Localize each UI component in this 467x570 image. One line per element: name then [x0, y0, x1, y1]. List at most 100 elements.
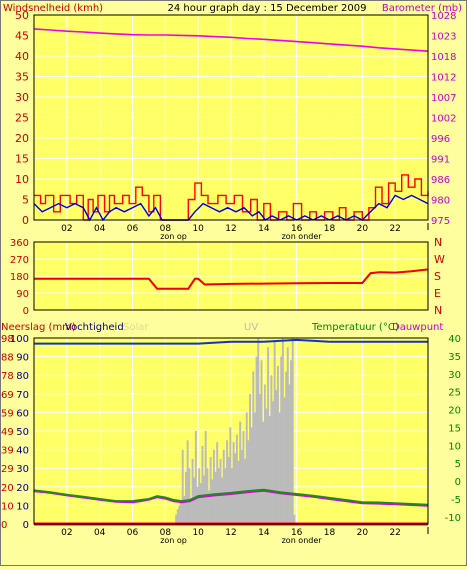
x-tick-top: 16 [291, 224, 303, 234]
barometer-y-tick: 1012 [431, 73, 456, 84]
uv-bar [185, 471, 187, 524]
humidity-label: Vochtigheid [65, 322, 124, 333]
uv-bar [281, 338, 284, 524]
rain-y-tick: 29 [1, 464, 14, 475]
wind-y-tick: 45 [15, 30, 29, 43]
rain-label: Neerslag (mm) [1, 322, 76, 333]
humidity-y-tick: 30 [16, 464, 29, 475]
uv-bar [232, 442, 235, 524]
rain-y-tick: 98 [1, 334, 14, 345]
uv-bar [226, 440, 229, 524]
x-tick-bottom: 10 [192, 528, 204, 538]
wind-y-tick: 20 [15, 132, 29, 145]
x-tick-bottom: 14 [258, 528, 270, 538]
uv-bar [235, 434, 238, 524]
wind-y-tick: 40 [15, 50, 29, 63]
uv-bar [217, 468, 220, 524]
x-tick-top: 12 [225, 224, 236, 234]
direction-y-tick: 0 [23, 306, 29, 317]
uv-bar [262, 421, 265, 524]
uv-bar [180, 501, 183, 524]
barometer-y-tick: 1018 [431, 52, 456, 63]
humidity-y-tick: 40 [16, 446, 29, 457]
humidity-series [34, 338, 428, 345]
rain-y-tick: 88 [1, 353, 14, 364]
uv-bar [194, 431, 197, 524]
uv-bar [278, 412, 281, 524]
uv-bar [247, 440, 250, 524]
temperature-y-tick: 40 [448, 334, 461, 345]
x-tick-bottom: 08 [160, 528, 172, 538]
x-tick-bottom: 12 [225, 528, 236, 538]
barometer-y-tick: 996 [431, 134, 450, 145]
x-tick-top: 02 [61, 224, 72, 234]
uv-bar [255, 356, 258, 524]
rain-y-tick: 10 [1, 501, 14, 512]
wind-y-tick: 30 [15, 91, 29, 104]
humidity-y-tick: 90 [16, 353, 29, 364]
dewpoint-label: Dauwpunt [392, 322, 443, 333]
uv-bar [293, 514, 296, 524]
uv-bar [288, 384, 291, 524]
sunrise-label-top: zon op [160, 232, 187, 241]
uv-bar [178, 505, 181, 524]
uv-bar [224, 468, 227, 524]
uv-label: UV [244, 322, 258, 333]
x-tick-top: 20 [357, 224, 369, 234]
rain-y-tick: 39 [1, 446, 14, 457]
chart-marks [33, 28, 429, 526]
barometer-y-tick: 991 [431, 155, 450, 166]
compass-y-tick: N [434, 236, 442, 249]
temperature-y-tick: -5 [451, 495, 461, 506]
wind-y-tick: 25 [15, 112, 29, 125]
uv-bar [181, 449, 184, 524]
rain-y-tick: 69 [1, 390, 14, 401]
temperature-y-tick: 0 [455, 477, 461, 488]
sunrise-label-bottom: zon op [160, 536, 187, 545]
uv-bar [234, 453, 237, 524]
compass-y-tick: W [434, 253, 445, 266]
x-tick-bottom: 02 [61, 528, 72, 538]
uv-bar [214, 471, 217, 524]
uv-bar [258, 393, 261, 524]
uv-bar [199, 483, 202, 524]
temperature-y-tick: 35 [448, 352, 461, 363]
wind-y-tick: 10 [15, 173, 29, 186]
barometer-label: Barometer (mb) [382, 3, 462, 14]
uv-bar [265, 408, 268, 524]
humidity-y-tick: 20 [16, 483, 29, 494]
uv-bar [203, 475, 206, 524]
uv-bar [272, 401, 274, 524]
wind-y-tick: 15 [15, 153, 29, 166]
uv-bar [211, 479, 214, 524]
barometer-y-tick: 1007 [431, 93, 456, 104]
compass-y-tick: N [434, 304, 442, 317]
x-tick-top: 22 [389, 224, 400, 234]
uv-bar [186, 440, 189, 524]
x-tick-bottom: 18 [324, 528, 336, 538]
temperature-y-tick: -10 [445, 513, 461, 524]
sunset-label-top: zon onder [282, 232, 323, 241]
x-tick-top: 10 [192, 224, 204, 234]
direction-y-tick: 90 [16, 289, 29, 300]
x-tick-top: 18 [324, 224, 336, 234]
uv-bar [240, 449, 243, 524]
x-tick-bottom: 06 [127, 528, 139, 538]
uv-bar [191, 458, 194, 524]
uv-bar [188, 468, 191, 524]
chart-title: 24 hour graph day : 15 December 2009 [168, 3, 367, 14]
humidity-y-tick: 50 [16, 427, 29, 438]
uv-bar [229, 427, 232, 524]
uv-bar [257, 338, 260, 524]
humidity-y-tick: 60 [16, 408, 29, 419]
uv-bar [286, 347, 289, 524]
direction-y-tick: 180 [10, 272, 29, 283]
compass-y-tick: E [434, 287, 441, 300]
uv-bar [245, 412, 248, 524]
uv-bar [267, 347, 270, 524]
x-tick-bottom: 20 [357, 528, 369, 538]
direction-y-tick: 360 [10, 238, 29, 249]
wind-average-series [33, 194, 429, 222]
